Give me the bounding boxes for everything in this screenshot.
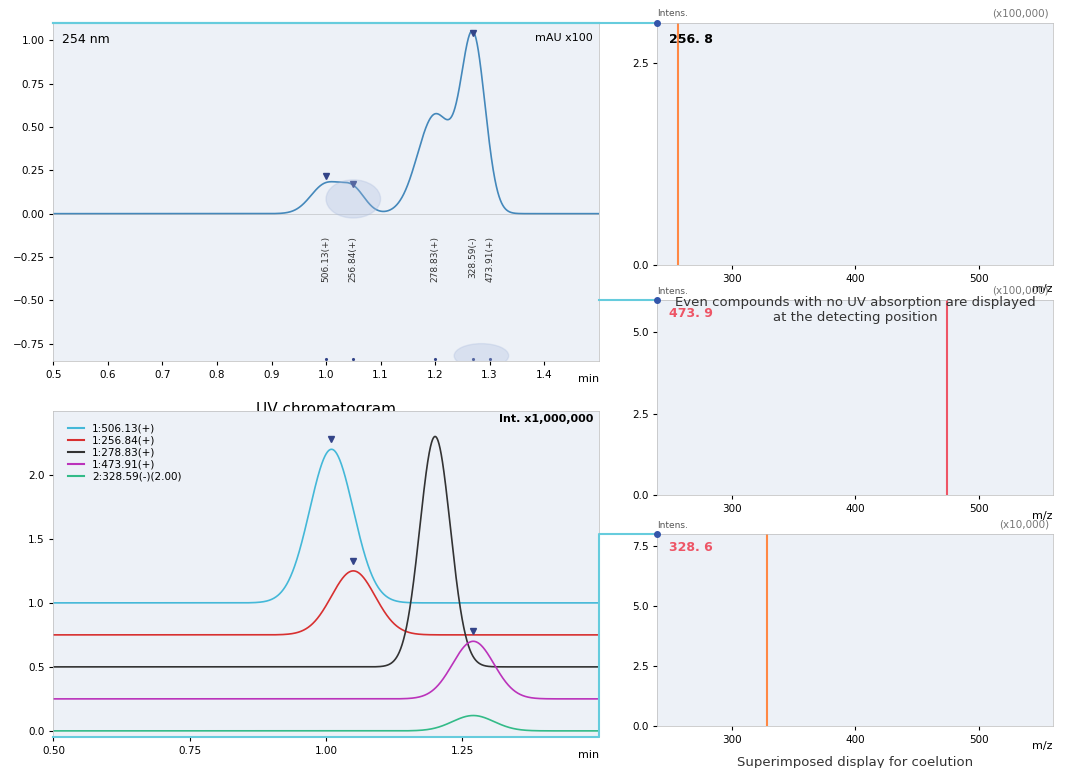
Text: 473. 9: 473. 9 (669, 307, 713, 320)
Text: UV chromatogram: UV chromatogram (257, 402, 396, 416)
Ellipse shape (326, 180, 381, 218)
Text: Intens.: Intens. (657, 286, 688, 296)
Legend: 1:506.13(+), 1:256.84(+), 1:278.83(+), 1:473.91(+), 2:328.59(-)(2.00): 1:506.13(+), 1:256.84(+), 1:278.83(+), 1… (64, 419, 186, 486)
Text: 254 nm: 254 nm (62, 33, 109, 46)
Text: (x10,000): (x10,000) (998, 520, 1049, 530)
Text: Intens.: Intens. (657, 9, 688, 18)
Text: (x100,000): (x100,000) (992, 8, 1049, 18)
Text: 473.91(+): 473.91(+) (485, 237, 494, 282)
Ellipse shape (454, 343, 509, 368)
Text: 256.84(+): 256.84(+) (348, 237, 358, 282)
Text: m/z: m/z (1033, 284, 1053, 294)
Text: min: min (577, 750, 599, 760)
Text: Int. x1,000,000: Int. x1,000,000 (499, 414, 593, 424)
Text: Intens.: Intens. (657, 521, 688, 530)
Text: Even compounds with no UV absorption are displayed
at the detecting position: Even compounds with no UV absorption are… (675, 296, 1036, 323)
Text: mAU x100: mAU x100 (536, 33, 593, 43)
Text: 328. 6: 328. 6 (669, 541, 713, 554)
Text: m/z: m/z (1033, 511, 1053, 521)
Text: m/z: m/z (1033, 741, 1053, 751)
Text: (x100,000): (x100,000) (992, 286, 1049, 296)
Text: 328.59(-): 328.59(-) (468, 237, 478, 278)
Text: 278.83(+): 278.83(+) (431, 237, 439, 282)
Text: Superimposed display for coelution: Superimposed display for coelution (738, 756, 973, 768)
Text: 506.13(+): 506.13(+) (322, 237, 330, 283)
Text: 256. 8: 256. 8 (669, 33, 713, 46)
Text: min: min (577, 375, 599, 385)
